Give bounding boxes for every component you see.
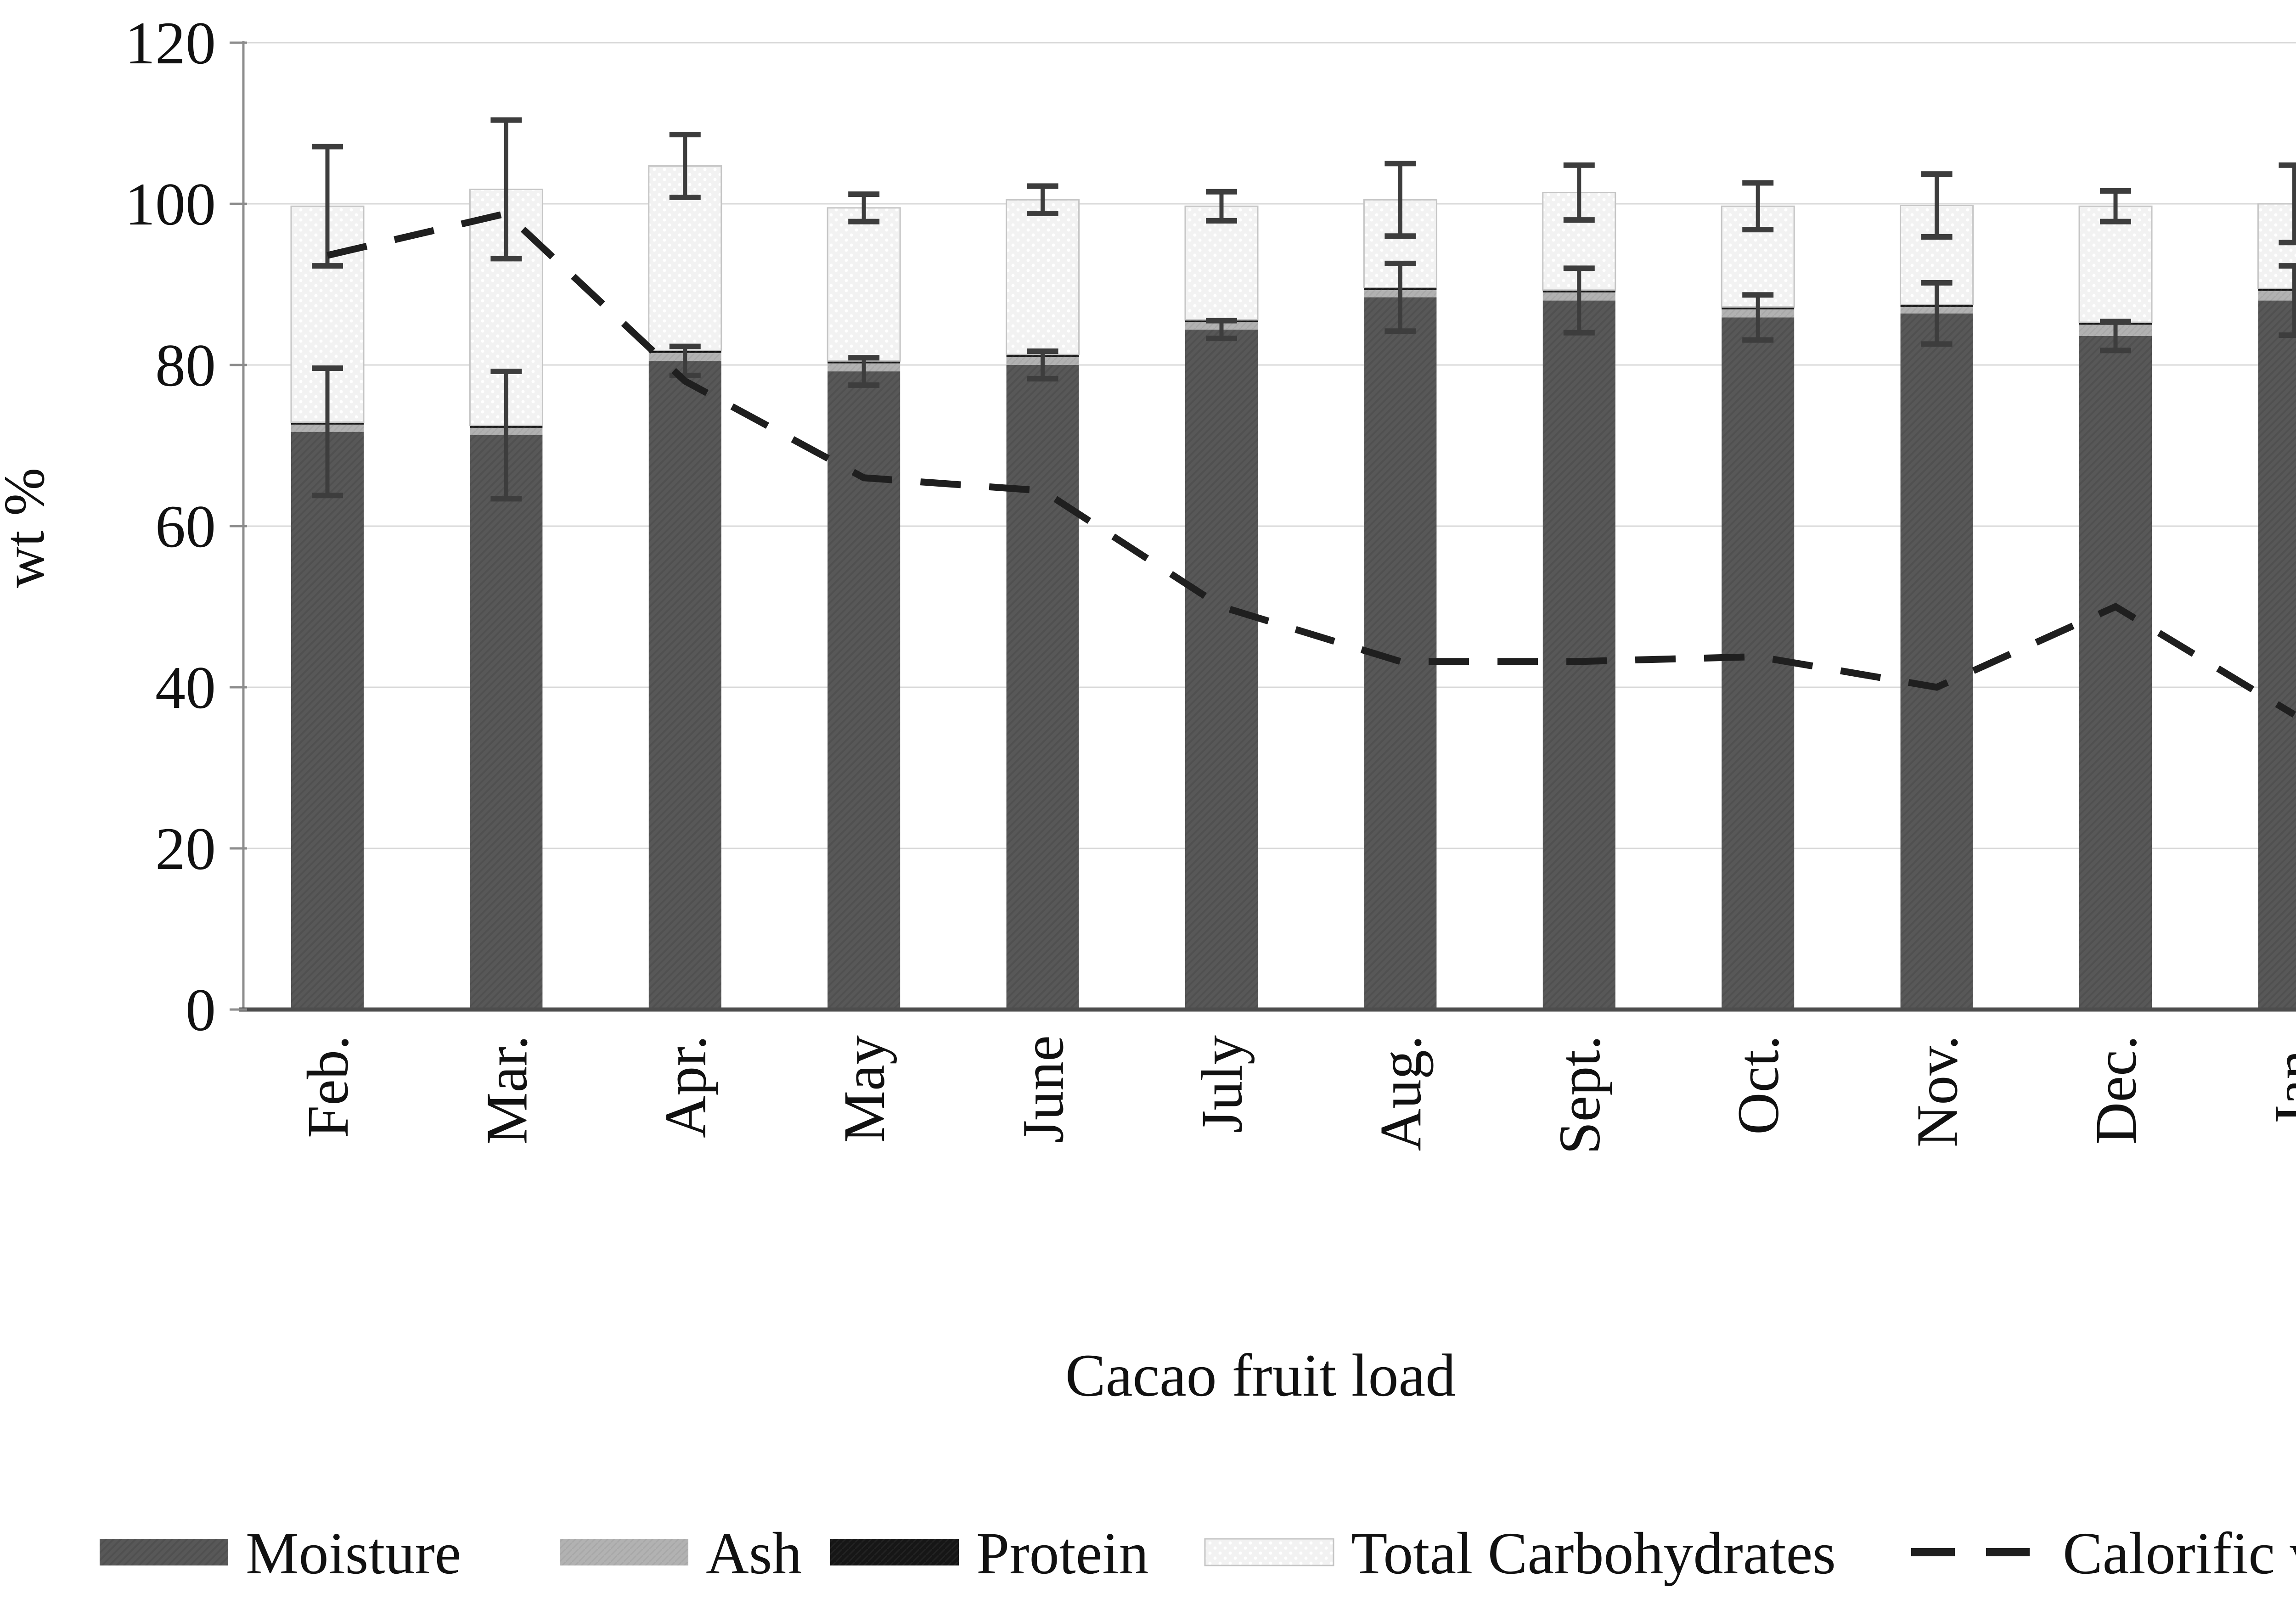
legend-swatch-ash — [560, 1539, 688, 1565]
bar-segment-carbohydrates — [1184, 205, 1259, 321]
x-axis-label: Sept. — [1547, 1035, 1612, 1155]
y-axis-left-tick-label: 80 — [155, 331, 216, 399]
x-axis-label: Dec. — [2083, 1035, 2149, 1145]
legend-item-label: Moisture — [246, 1520, 461, 1587]
bar-segment-moisture — [1542, 300, 1615, 1010]
y-axis-left-tick-label: 0 — [186, 976, 216, 1044]
y-axis-left-tick-label: 20 — [155, 815, 216, 882]
legend-item-label: Protein — [976, 1520, 1149, 1587]
x-axis-label: Feb. — [295, 1035, 360, 1138]
legend-item: Moisture — [100, 1520, 461, 1587]
error-bars — [312, 117, 2296, 502]
bar-stack — [648, 165, 722, 1010]
x-axis-label: Aug. — [1368, 1035, 1433, 1151]
legend-swatch-carbohydrates — [1204, 1538, 1334, 1566]
y-axis-left-tick-label: 100 — [125, 170, 216, 238]
bar-segment-carbohydrates — [827, 207, 901, 362]
legend-item-label: Total Carbohydrates — [1351, 1520, 1836, 1587]
bar-segment-moisture — [1006, 365, 1079, 1010]
x-axis-label: Mar. — [474, 1035, 539, 1145]
bar-stack — [1006, 199, 1080, 1010]
x-axis-label: June — [1011, 1035, 1076, 1143]
x-axis-category-labels: Feb. Mar. Apr. May June July Aug. Sept. Oct. Nov.… — [295, 1035, 2296, 1155]
legend-item: Total Carbohydrates — [1204, 1520, 1836, 1587]
bar-stack — [827, 207, 901, 1010]
legend-swatch-protein — [830, 1539, 959, 1565]
left-axis-tick-labels: 120 100 80 60 40 20 0 — [125, 9, 216, 1044]
bar-segment-moisture — [470, 435, 543, 1010]
bar-segment-moisture — [1900, 313, 1973, 1010]
bar-stack — [2257, 203, 2296, 1010]
bar-segment-protein — [2258, 288, 2296, 291]
x-axis-label: Nov. — [1905, 1035, 1970, 1147]
x-axis-label: May — [832, 1035, 897, 1143]
x-axis-label: Oct. — [1726, 1035, 1791, 1135]
calorific-value-line — [326, 209, 2296, 718]
bar-stack — [469, 188, 543, 1010]
bar-stack — [2078, 205, 2153, 1010]
legend-item: Calorific value — [1911, 1520, 2296, 1587]
bar-stack — [290, 205, 365, 1010]
bar-segment-moisture — [827, 371, 900, 1010]
bar-segment-carbohydrates — [1006, 199, 1080, 355]
gridlines — [243, 42, 2296, 849]
y-axis-left-title: wt % — [0, 468, 56, 588]
bar-segment-moisture — [1185, 329, 1258, 1010]
bar-segment-ash — [2258, 291, 2296, 301]
bar-stack — [1184, 205, 1259, 1010]
legend-item: Ash — [560, 1520, 802, 1587]
y-axis-left-tick-label: 40 — [155, 654, 216, 721]
y-axis-left-tick-label: 60 — [155, 493, 216, 560]
bar-series — [290, 165, 2296, 1010]
y-axis-left-tick-label: 120 — [125, 9, 216, 77]
bar-segment-moisture — [2079, 336, 2152, 1010]
x-axis-label: Apr. — [653, 1035, 718, 1138]
x-axis-label: July — [1189, 1035, 1255, 1133]
legend-item: Protein — [830, 1520, 1149, 1587]
legend-swatch-moisture — [100, 1539, 228, 1565]
bar-segment-moisture — [291, 432, 364, 1010]
bar-segment-moisture — [2258, 300, 2296, 1010]
axes — [230, 41, 2296, 1012]
legend-item-label: Ash — [706, 1520, 802, 1587]
legend-item-label: Calorific value — [2063, 1520, 2296, 1587]
bar-segment-carbohydrates — [2257, 203, 2296, 289]
bar-segment-moisture — [648, 361, 721, 1010]
x-axis-title: Cacao fruit load — [1065, 1341, 1456, 1409]
x-axis-label: Jan. — [2262, 1035, 2296, 1128]
legend: Moisture Ash Protein Total Carbohydrates Cal… — [100, 1520, 2296, 1587]
